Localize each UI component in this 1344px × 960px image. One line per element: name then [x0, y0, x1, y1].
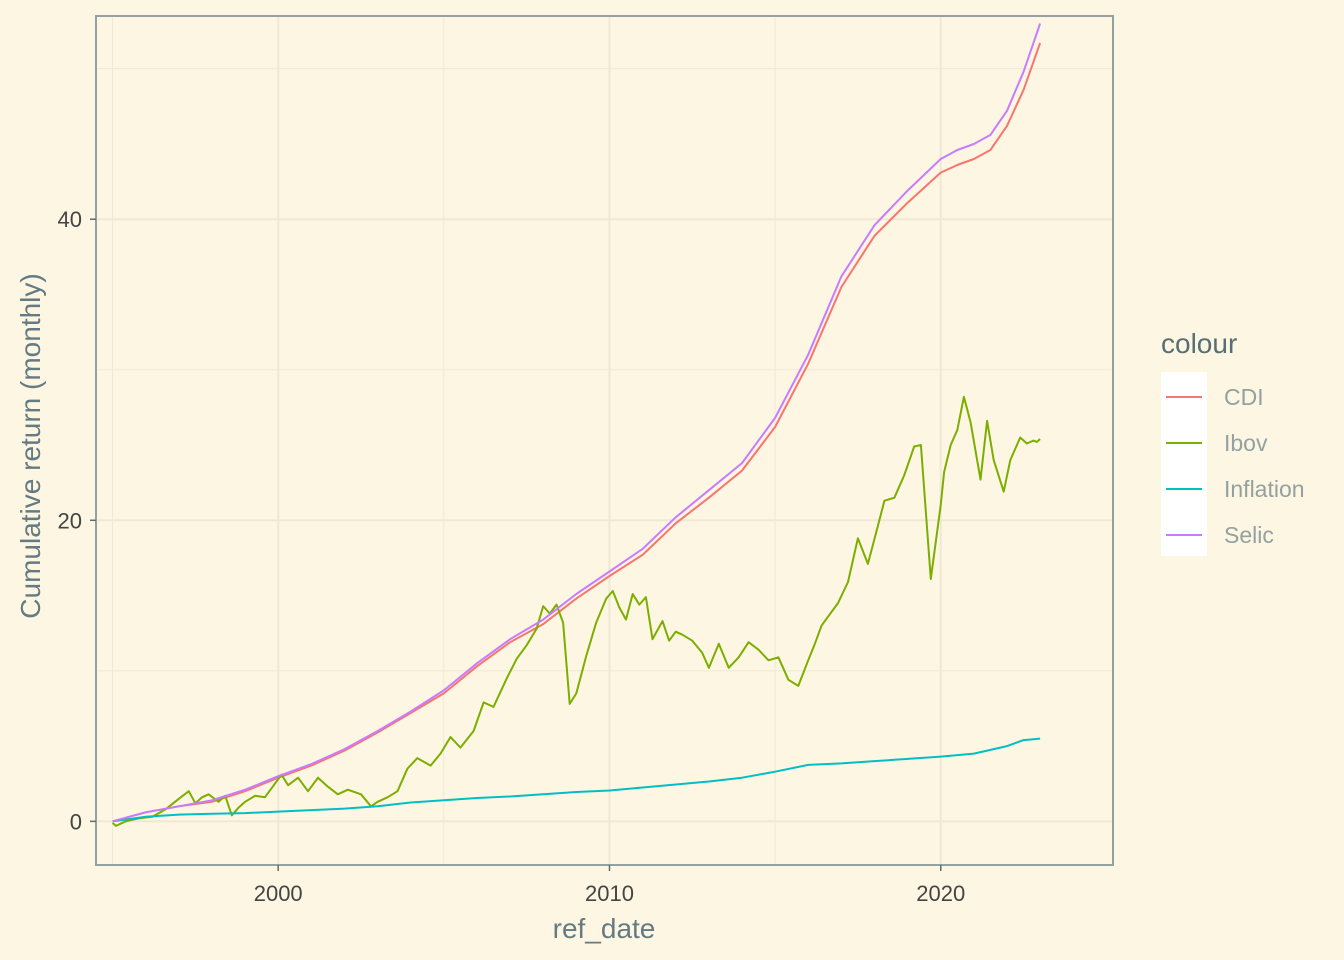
legend-key-background	[1161, 372, 1207, 556]
x-axis-title: ref_date	[553, 913, 656, 944]
series-lines	[111, 23, 1042, 827]
legend-title: colour	[1161, 328, 1237, 359]
y-tick-label: 0	[70, 809, 82, 834]
series-line-ibov	[111, 395, 1041, 827]
x-tick-label: 2010	[585, 881, 634, 906]
plot-panel-border	[95, 15, 1114, 866]
series-line-cdi	[112, 42, 1042, 823]
series-line-inflation	[112, 737, 1041, 823]
y-axis-title: Cumulative return (monthly)	[15, 273, 46, 618]
legend-label-selic: Selic	[1224, 522, 1274, 548]
x-tick-label: 2000	[254, 881, 303, 906]
x-tick-label: 2020	[916, 881, 965, 906]
legend: colour CDI Ibov Inflation Selic	[1161, 328, 1305, 556]
series-line-selic	[112, 23, 1042, 823]
minor-gridlines	[96, 16, 1113, 865]
x-axis-ticks: 2000 2010 2020	[254, 865, 965, 906]
y-axis-ticks: 0 20 40	[58, 207, 96, 834]
legend-label-ibov: Ibov	[1224, 430, 1268, 456]
legend-label-cdi: CDI	[1224, 384, 1264, 410]
y-tick-label: 40	[58, 207, 82, 232]
y-tick-label: 20	[58, 508, 82, 533]
legend-label-inflation: Inflation	[1224, 476, 1305, 502]
major-gridlines	[96, 16, 1113, 865]
